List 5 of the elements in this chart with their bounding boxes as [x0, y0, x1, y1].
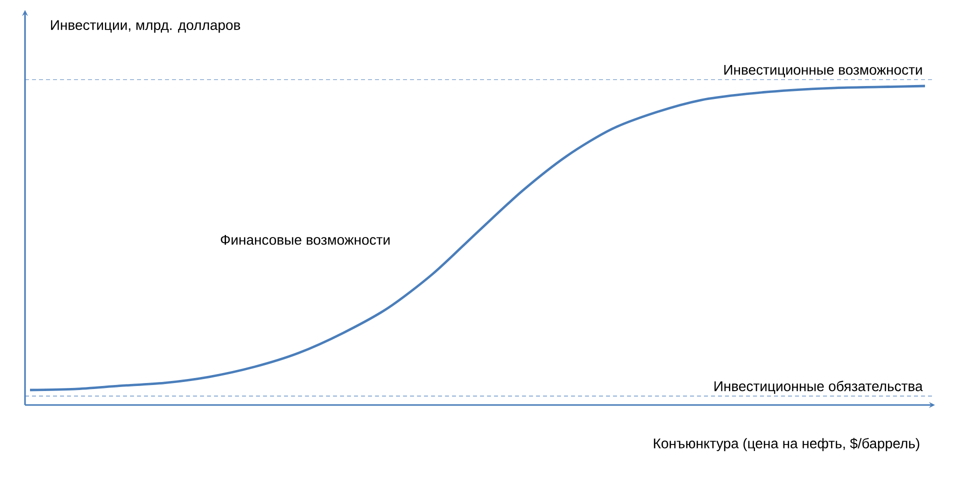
- x-axis-title: Конъюнктура (цена на нефть, $/баррель): [654, 438, 920, 452]
- annotation: Финансовые возможности: [220, 234, 390, 245]
- ref-line-label: Инвестиционные возможности: [724, 64, 922, 78]
- ref-line-label: Инвестиционные обязательства: [714, 380, 923, 394]
- y-axis-title: Инвестиции, млрд. долларов: [51, 20, 240, 33]
